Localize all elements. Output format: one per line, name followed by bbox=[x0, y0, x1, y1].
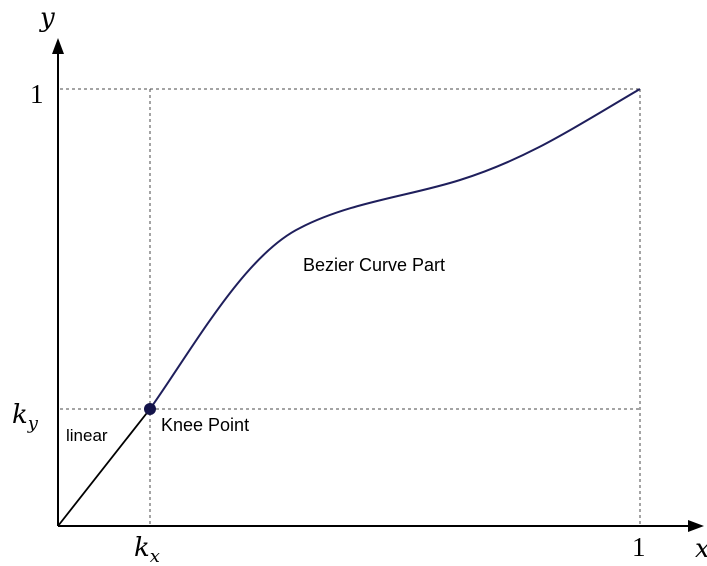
x-knee-symbol: k bbox=[134, 533, 150, 563]
y-tick-knee: ky bbox=[12, 400, 39, 434]
arrow-up-icon bbox=[52, 38, 64, 54]
linear-segment bbox=[57, 408, 151, 527]
y-tick-one: 1 bbox=[30, 79, 44, 109]
x-tick-one: 1 bbox=[632, 532, 646, 562]
x-axis-label: x bbox=[695, 534, 707, 564]
knee-point-marker bbox=[144, 403, 156, 415]
y-knee-subscript: y bbox=[27, 413, 39, 434]
curve-label: Bezier Curve Part bbox=[303, 255, 445, 275]
knee-point-label: Knee Point bbox=[161, 415, 249, 435]
x-tick-knee: kx bbox=[134, 533, 160, 566]
linear-label: linear bbox=[66, 426, 108, 445]
x-knee-subscript: x bbox=[150, 546, 160, 566]
bezier-curve bbox=[149, 88, 641, 410]
y-knee-symbol: k bbox=[12, 400, 28, 430]
arrow-right-icon bbox=[688, 520, 704, 532]
y-axis-label: y bbox=[39, 3, 55, 33]
